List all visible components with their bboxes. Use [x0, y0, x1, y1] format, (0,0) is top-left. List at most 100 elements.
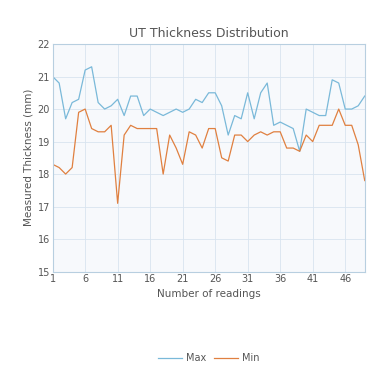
Max [50, 75, 55, 79]
Title: UT Thickness Distribution: UT Thickness Distribution [129, 27, 288, 40]
Min [304, 133, 308, 137]
Max [271, 123, 276, 127]
Min [180, 162, 185, 167]
Min [161, 172, 165, 176]
Min [349, 123, 354, 127]
Min [291, 146, 296, 150]
Max [96, 100, 100, 105]
Min [337, 107, 341, 111]
Max [297, 149, 302, 153]
Max [180, 110, 185, 115]
Min [362, 178, 367, 183]
Max [330, 77, 335, 82]
Legend: Max, Min: Max, Min [154, 349, 264, 367]
Min [135, 126, 139, 131]
Max [155, 110, 159, 115]
Max [284, 123, 289, 127]
Max [343, 107, 347, 111]
Min [265, 133, 270, 137]
Line: Min: Min [53, 109, 365, 203]
Max [187, 107, 191, 111]
Min [297, 149, 302, 153]
Max [161, 113, 165, 118]
Max [174, 107, 179, 111]
Min [115, 201, 120, 206]
Max [232, 113, 237, 118]
Max [304, 107, 308, 111]
Max [226, 133, 230, 137]
Max [70, 100, 74, 105]
Min [232, 133, 237, 137]
Max [356, 103, 361, 108]
Max [89, 65, 94, 69]
Min [239, 133, 243, 137]
Line: Max: Max [53, 67, 365, 151]
Min [167, 133, 172, 137]
Min [174, 146, 179, 150]
Min [226, 159, 230, 163]
Min [330, 123, 335, 127]
Min [271, 130, 276, 134]
Max [278, 120, 282, 124]
Max [246, 91, 250, 95]
Min [317, 123, 321, 127]
Min [96, 130, 100, 134]
Max [109, 103, 114, 108]
Min [57, 166, 61, 170]
Max [115, 97, 120, 102]
Min [148, 126, 152, 131]
Min [70, 166, 74, 170]
Max [102, 107, 107, 111]
Max [64, 117, 68, 121]
Max [291, 126, 296, 131]
Max [252, 117, 256, 121]
Min [311, 139, 315, 144]
Y-axis label: Measured Thickness (mm): Measured Thickness (mm) [23, 89, 33, 226]
Min [206, 126, 211, 131]
Min [258, 130, 263, 134]
Min [155, 126, 159, 131]
Max [148, 107, 152, 111]
Min [102, 130, 107, 134]
Min [193, 133, 198, 137]
Max [83, 68, 87, 72]
X-axis label: Number of readings: Number of readings [157, 288, 261, 298]
Min [50, 162, 55, 167]
Min [213, 126, 217, 131]
Max [213, 91, 217, 95]
Min [278, 130, 282, 134]
Max [57, 81, 61, 85]
Min [89, 126, 94, 131]
Min [128, 123, 133, 127]
Min [141, 126, 146, 131]
Min [76, 110, 81, 115]
Max [193, 97, 198, 102]
Max [323, 113, 328, 118]
Max [128, 94, 133, 98]
Max [200, 100, 205, 105]
Max [317, 113, 321, 118]
Min [284, 146, 289, 150]
Max [258, 91, 263, 95]
Max [76, 97, 81, 102]
Min [356, 143, 361, 147]
Max [135, 94, 139, 98]
Min [187, 130, 191, 134]
Min [246, 139, 250, 144]
Max [311, 110, 315, 115]
Min [64, 172, 68, 176]
Min [109, 123, 114, 127]
Min [200, 146, 205, 150]
Min [122, 133, 126, 137]
Max [337, 81, 341, 85]
Max [206, 91, 211, 95]
Max [141, 113, 146, 118]
Max [220, 103, 224, 108]
Min [343, 123, 347, 127]
Max [349, 107, 354, 111]
Min [220, 156, 224, 160]
Max [122, 113, 126, 118]
Min [83, 107, 87, 111]
Max [362, 94, 367, 98]
Min [252, 133, 256, 137]
